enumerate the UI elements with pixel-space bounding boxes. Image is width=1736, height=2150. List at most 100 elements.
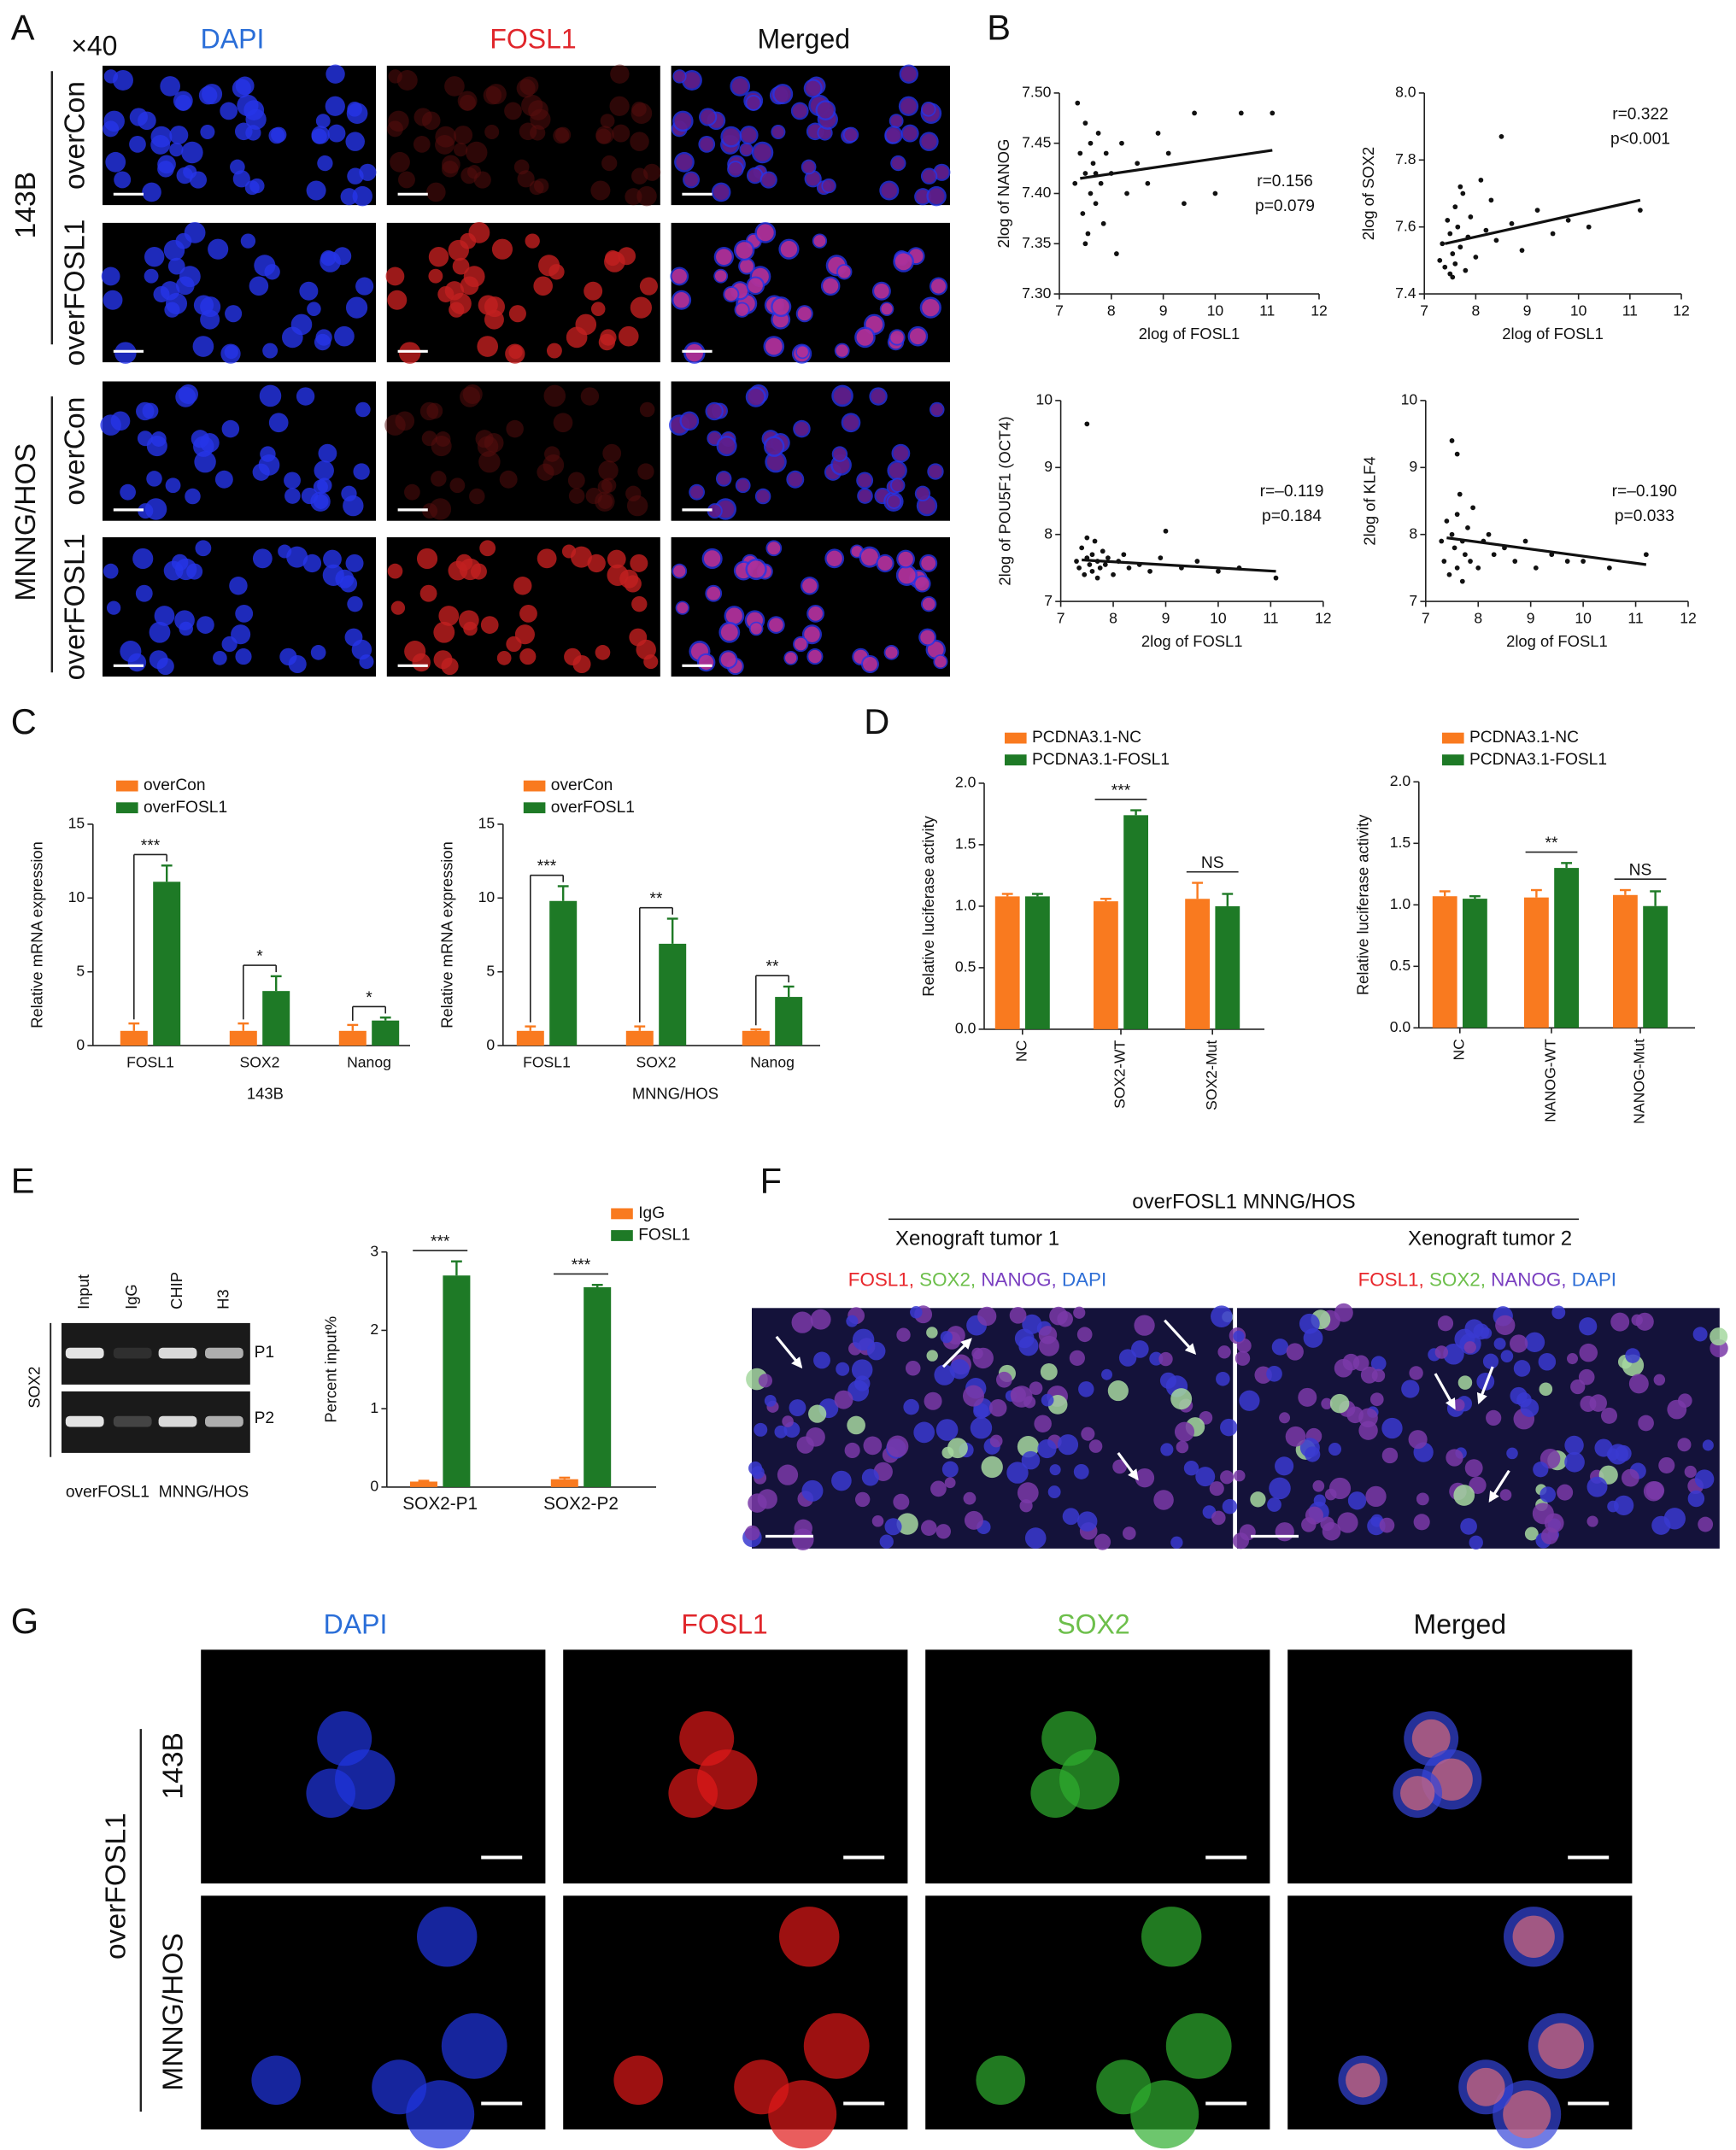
point [1463,267,1469,273]
cell [160,76,180,97]
cell [629,628,648,647]
cell [1381,1447,1399,1464]
images [62,64,1728,2149]
cell [900,97,917,114]
point [1182,201,1187,207]
cell [681,413,697,429]
cell [1094,1533,1111,1550]
micrograph [386,222,660,363]
cell [243,100,265,120]
bar [229,1030,257,1046]
cell [1271,1339,1289,1356]
cell [1557,1484,1574,1501]
cell [390,151,410,173]
cell [491,238,513,260]
point [1498,133,1504,139]
cell [506,636,522,653]
cell [1607,1500,1619,1513]
cell [1524,1332,1545,1353]
y-tick-label: 1.0 [955,897,976,914]
gel-band [113,1347,152,1359]
point [1565,217,1571,223]
cell [345,554,364,572]
cell [1409,1366,1423,1380]
x-tick-label: SOX2-P1 [402,1494,478,1514]
cell [175,94,192,111]
cell [1610,1312,1630,1332]
cell [1073,1463,1089,1479]
y-tick-label: 7.8 [1395,150,1416,167]
gel-band [65,1347,104,1359]
cell [326,64,345,84]
y-tick-label: 8 [1409,524,1417,542]
point [1643,552,1649,558]
cell [533,276,553,296]
bar [1643,905,1668,1028]
cell [1500,1350,1514,1362]
y-tick-label: 9 [1044,458,1053,475]
point [1079,545,1085,551]
cell [1320,1516,1334,1532]
cell [802,161,815,173]
cell [1606,1448,1620,1461]
column-header: DAPI [324,1609,388,1640]
cell [1038,1326,1058,1344]
cell [893,1493,910,1510]
point [1121,552,1127,558]
cell [1621,1468,1639,1487]
cell [120,483,136,501]
micrograph [752,1308,1234,1549]
cell [396,70,418,91]
cell [922,103,935,115]
sig-label: NS [1629,862,1652,880]
cell [750,623,762,635]
cell [1049,1464,1061,1476]
legend-swatch [1005,754,1027,766]
cell [1239,1390,1260,1411]
y-tick-label: 7.30 [1022,284,1051,302]
cell [780,241,798,258]
cell [1538,1352,1557,1371]
cell [1653,1374,1666,1386]
cell [1524,1526,1539,1541]
cell [1473,1323,1490,1340]
cell [1503,2090,1551,2139]
sig-label: *** [572,1257,591,1274]
point [1447,271,1453,277]
bar [1524,897,1549,1028]
cell [185,488,201,505]
cell [465,141,488,164]
y-tick-label: 7.4 [1395,284,1416,302]
legend-label: overFOSL1 [144,799,227,817]
cell [208,238,229,260]
annotation: p=0.033 [1615,507,1674,525]
legend-swatch [611,1208,633,1220]
cell [271,126,287,143]
cell [200,124,215,140]
point [1465,524,1470,530]
cell [1567,1353,1579,1365]
cell [929,465,942,478]
cell [1269,1477,1291,1500]
y-tick-label: 0.5 [955,958,976,975]
cell [703,550,721,567]
point [1519,248,1525,254]
stain-name: NANOG, [1491,1268,1566,1290]
cell [146,471,162,487]
cell [1539,1382,1553,1397]
point [1102,562,1108,567]
cell [230,159,245,175]
panel-title: overFOSL1 MNNG/HOS [1132,1190,1355,1213]
cell [284,488,301,504]
cell [1334,1358,1353,1378]
annotation: r=0.156 [1257,173,1313,190]
cell [613,2055,663,2106]
cell [584,281,603,301]
cell [683,72,701,89]
cell [837,265,851,278]
cell [751,1466,765,1479]
cell [1512,1915,1555,1958]
cell [419,584,437,602]
cell [323,549,342,569]
cell [194,450,216,473]
